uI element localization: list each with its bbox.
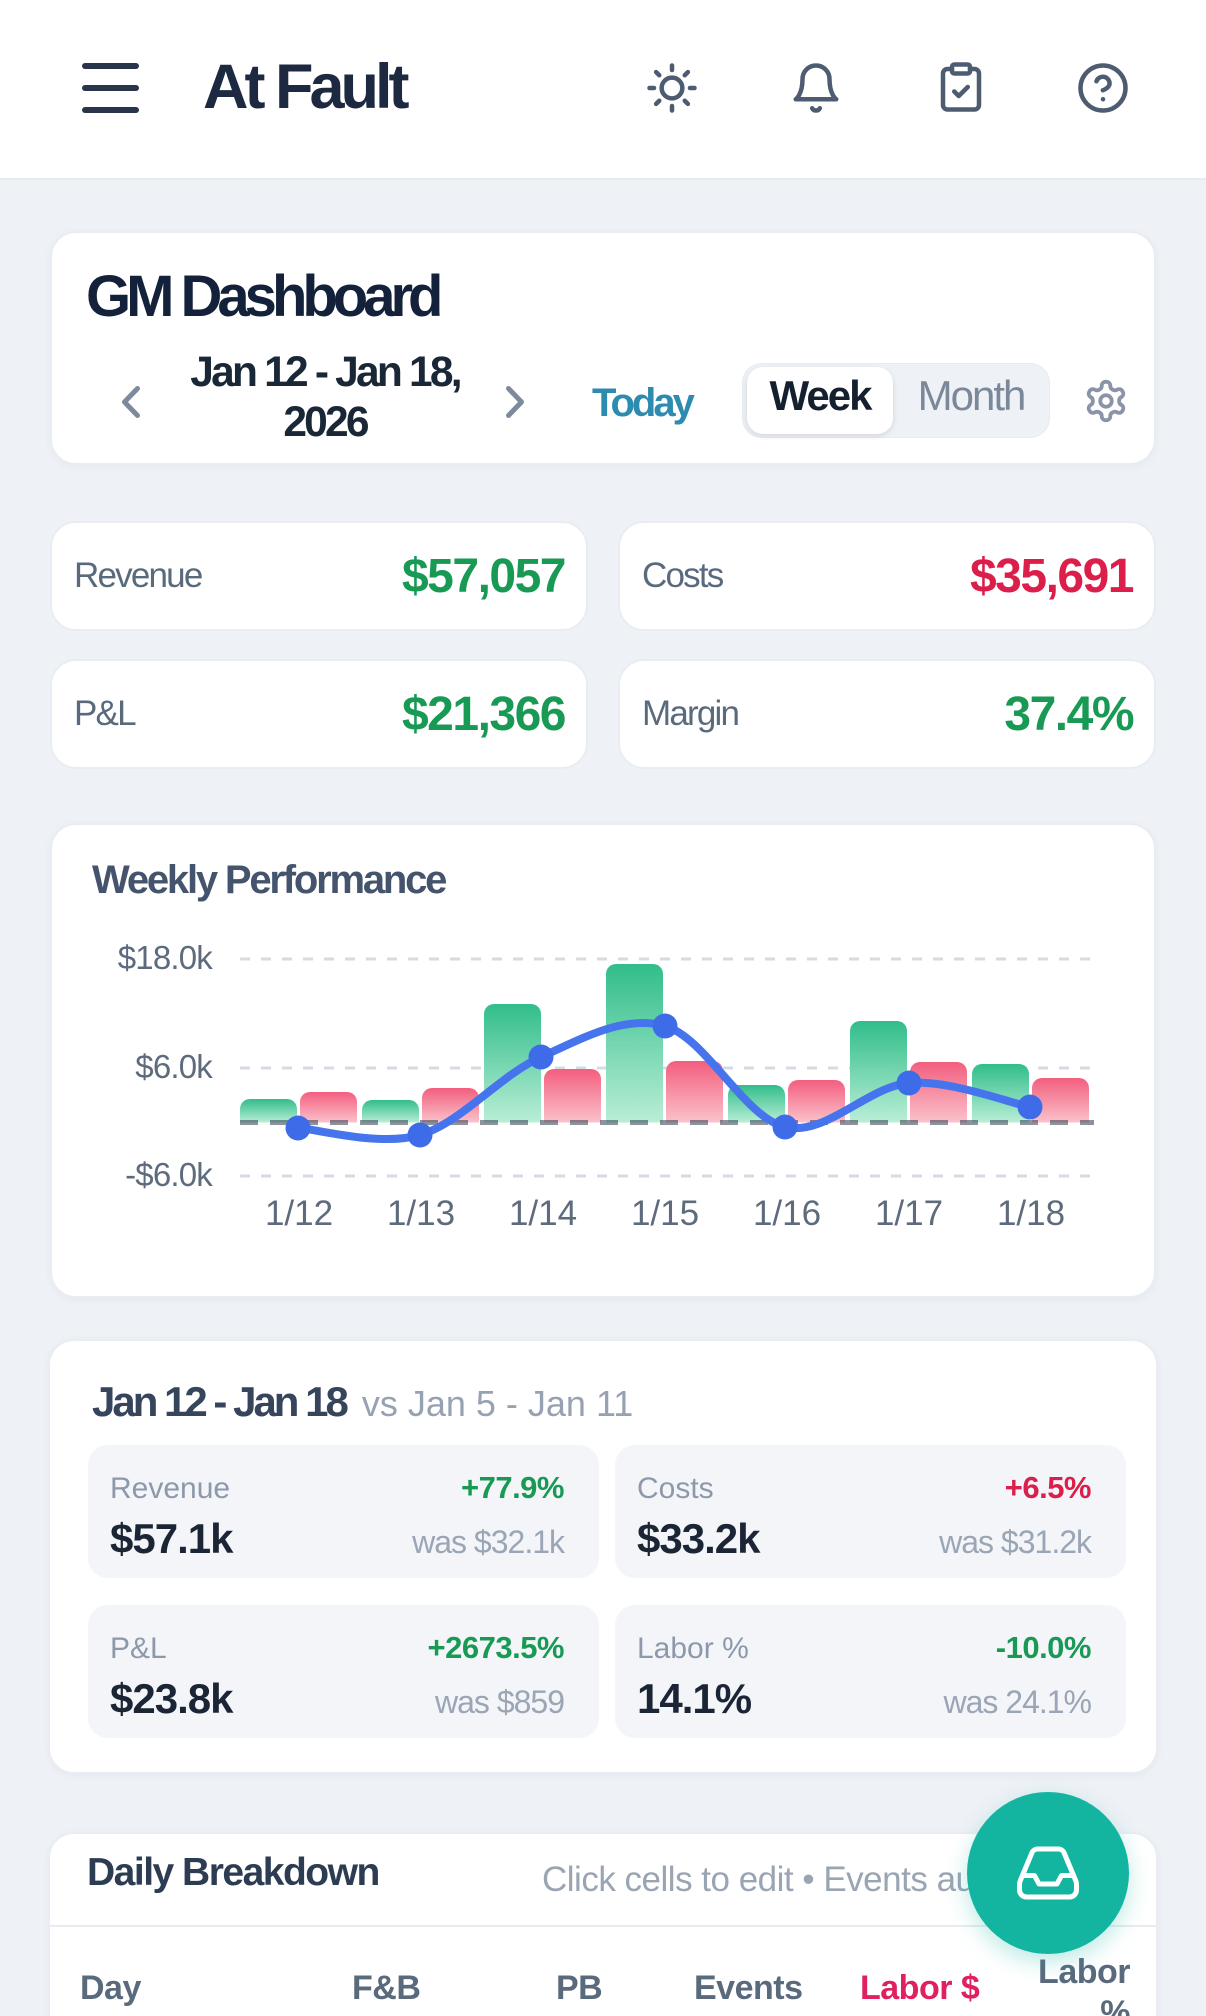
svg-text:1/12: 1/12 xyxy=(265,1194,333,1233)
svg-text:1/17: 1/17 xyxy=(875,1194,943,1233)
svg-text:1/13: 1/13 xyxy=(387,1194,455,1233)
svg-text:$18.0k: $18.0k xyxy=(118,939,214,976)
svg-text:$6.0k: $6.0k xyxy=(135,1048,213,1085)
svg-text:-$6.0k: -$6.0k xyxy=(125,1156,213,1193)
svg-text:1/16: 1/16 xyxy=(753,1194,821,1233)
svg-text:1/15: 1/15 xyxy=(631,1194,699,1233)
svg-text:1/18: 1/18 xyxy=(997,1194,1065,1233)
svg-text:1/14: 1/14 xyxy=(509,1194,577,1233)
